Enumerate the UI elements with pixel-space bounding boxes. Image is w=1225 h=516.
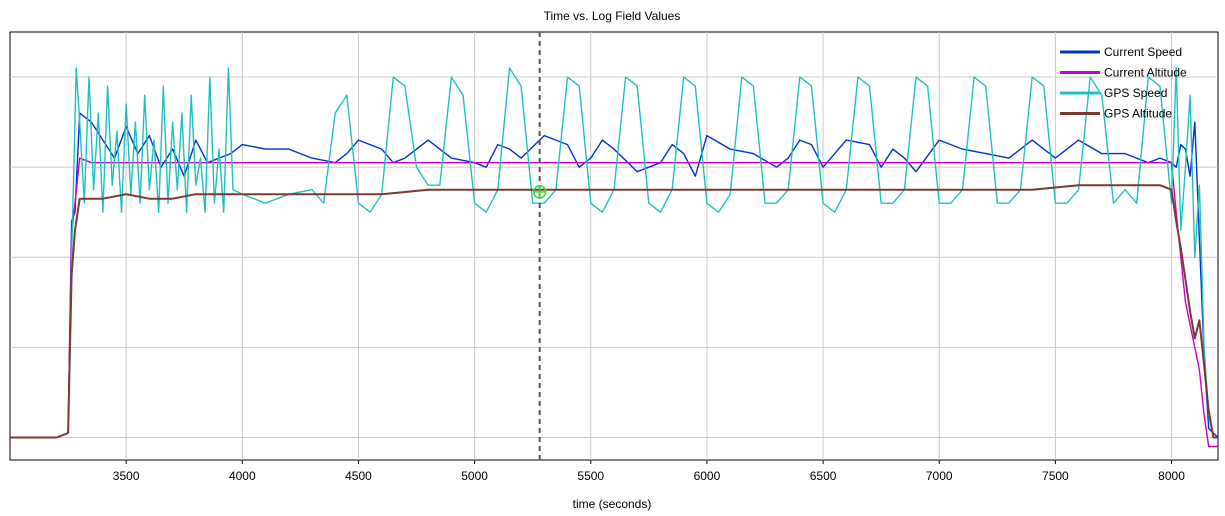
series-line-current-speed[interactable] [10, 112, 1219, 439]
x-tick-label-8: 7500 [1042, 469, 1069, 483]
x-tick-label-7: 7000 [926, 469, 953, 483]
x-tick-label-4: 5500 [577, 469, 604, 483]
grid-layer [10, 32, 1218, 460]
x-tick-label-6: 6500 [810, 469, 837, 483]
chart-title: Time vs. Log Field Values [544, 9, 681, 23]
x-axis-label: time (seconds) [573, 497, 652, 511]
series-layer [10, 67, 1219, 448]
series-line-gps-altitude[interactable] [10, 184, 1218, 439]
cursor-marker[interactable] [532, 185, 547, 199]
cursor-layer [532, 32, 547, 460]
x-tick-label-3: 5000 [461, 469, 488, 483]
x-tick-label-1: 4000 [229, 469, 256, 483]
x-tick-label-9: 8000 [1158, 469, 1185, 483]
x-tick-label-0: 3500 [113, 469, 140, 483]
tick-layer: 3500 4000 4500 5000 5500 6000 6500 7000 7500 8000 [113, 460, 1185, 483]
legend-label-gps-speed: GPS Speed [1104, 86, 1167, 100]
series-line-gps-speed[interactable] [10, 67, 1218, 439]
legend-label-gps-altitude: GPS Altitude [1104, 107, 1172, 121]
legend-label-current-speed: Current Speed [1104, 45, 1182, 59]
x-tick-label-2: 4500 [345, 469, 372, 483]
legend: Current Speed Current Altitude GPS Speed GP… [1060, 45, 1187, 121]
x-tick-label-5: 6000 [694, 469, 721, 483]
legend-label-current-altitude: Current Altitude [1104, 66, 1187, 80]
